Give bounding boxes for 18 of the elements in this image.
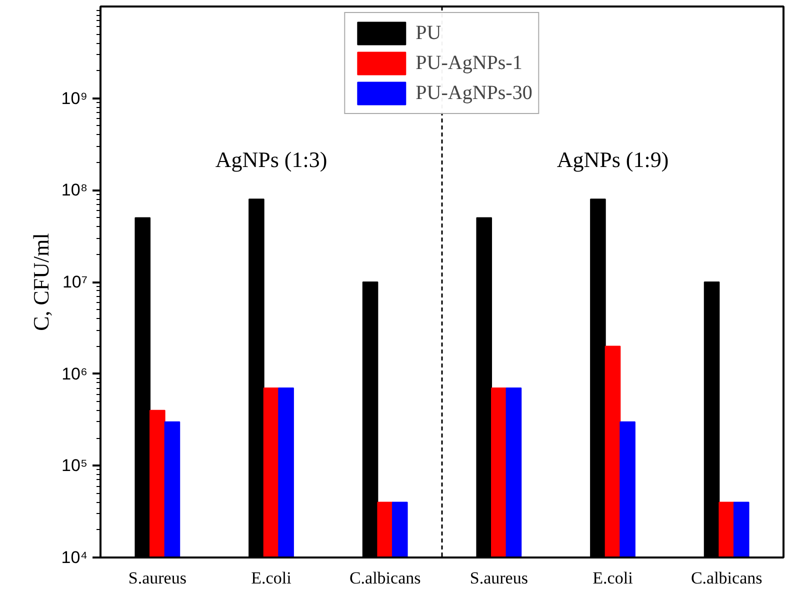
legend-label: PU — [416, 22, 442, 44]
x-tick-label: S.aureus — [470, 568, 528, 588]
x-tick-label: C.albicans — [349, 568, 421, 588]
annotation: AgNPs (1:9) — [556, 146, 669, 172]
y-tick-label: 10⁶ — [62, 364, 88, 384]
annotation: AgNPs (1:3) — [215, 146, 328, 172]
legend-label: PU-AgNPs-30 — [416, 82, 532, 104]
x-tick-label: C.albicans — [690, 568, 762, 588]
x-tick-label: E.coli — [251, 568, 292, 588]
y-tick-label: 10⁸ — [61, 180, 88, 200]
y-tick-label: 10⁹ — [61, 88, 88, 108]
x-tick-label: E.coli — [592, 568, 634, 588]
legend-label: PU-AgNPs-1 — [416, 52, 522, 74]
y-tick-label: 10⁵ — [62, 456, 88, 476]
y-tick-label: 10⁷ — [62, 272, 88, 292]
x-tick-label: S.aureus — [128, 568, 186, 588]
y-axis-title: C, CFU/ml — [28, 233, 54, 331]
y-tick-label: 10⁴ — [61, 548, 88, 567]
